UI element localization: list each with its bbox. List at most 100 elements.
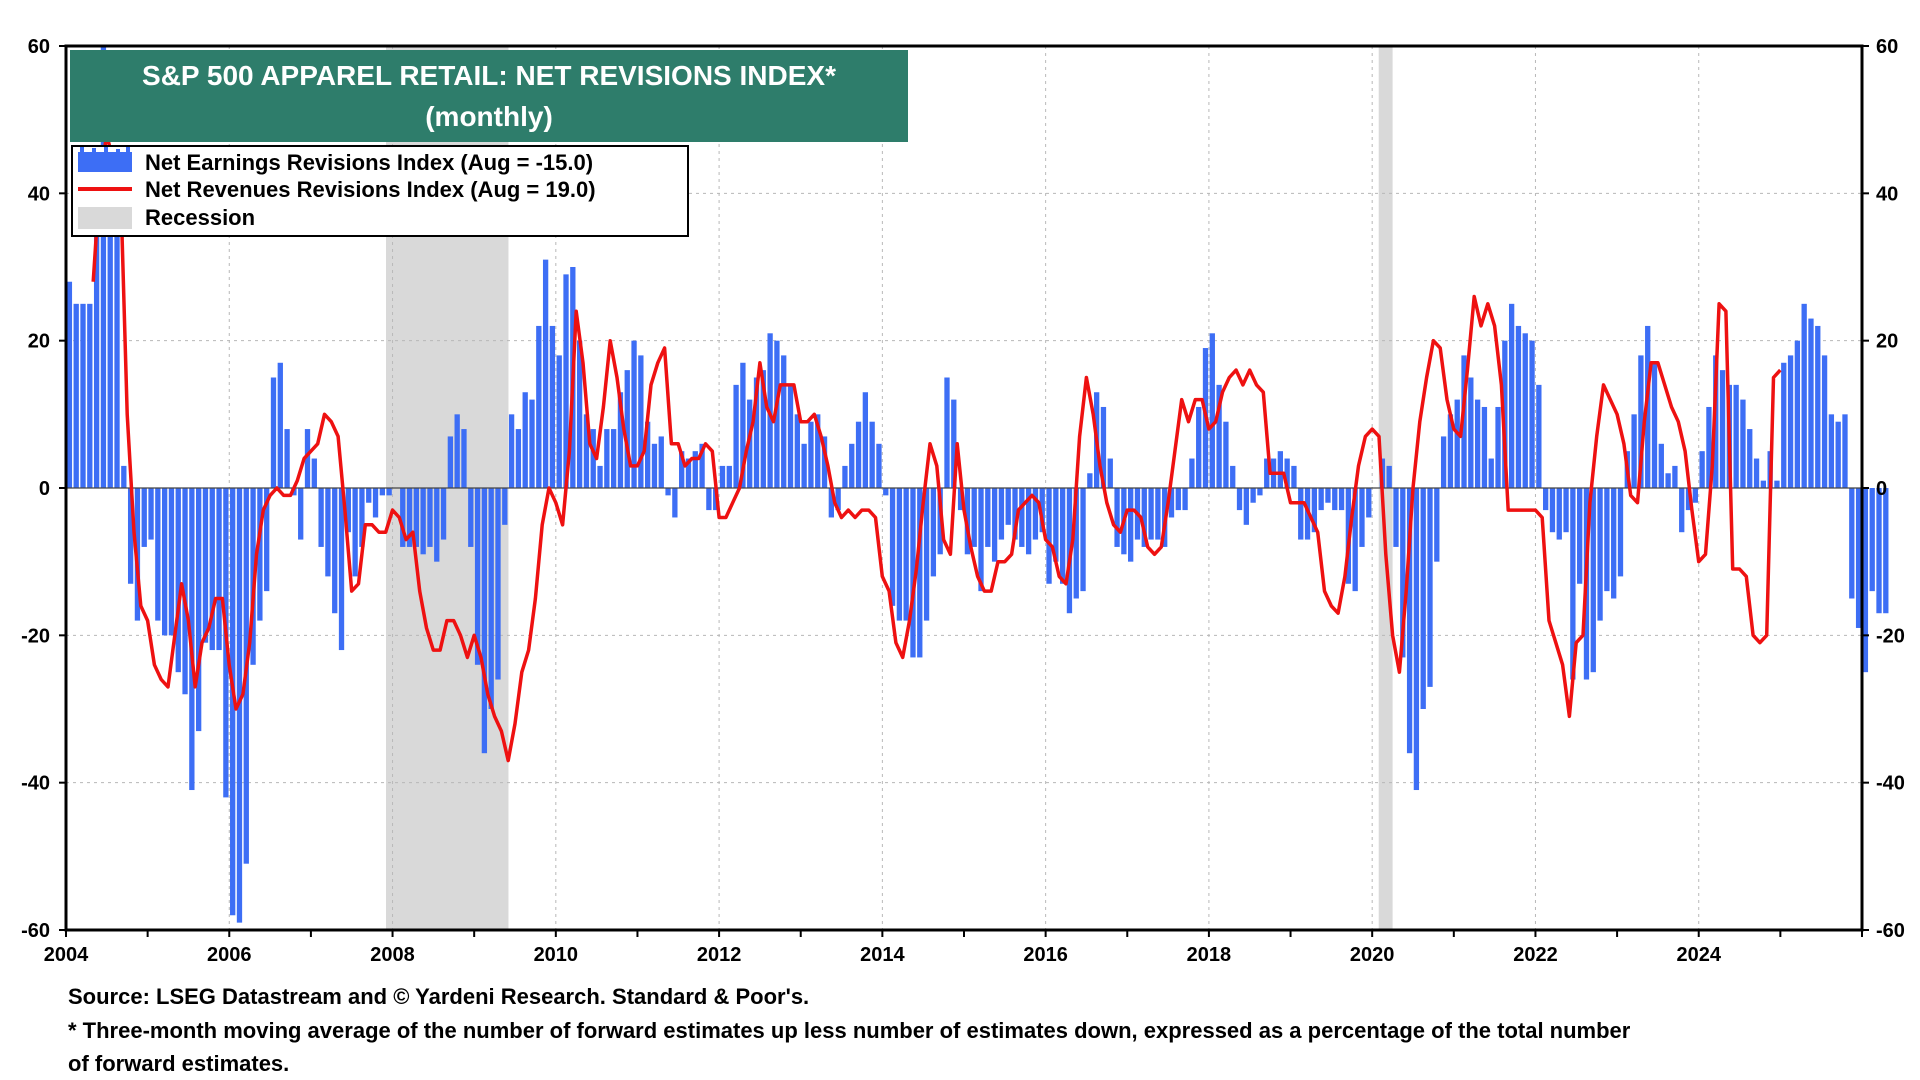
- x-tick-label: 2012: [697, 944, 742, 966]
- earnings-bar: [1250, 488, 1256, 503]
- earnings-bar: [1740, 399, 1746, 488]
- earnings-bar: [515, 429, 522, 488]
- earnings-bar: [1318, 488, 1324, 511]
- earnings-bar: [1808, 318, 1814, 488]
- earnings-bar: [760, 370, 766, 488]
- earnings-bar: [1672, 465, 1678, 488]
- earnings-bar: [1753, 458, 1760, 488]
- earnings-bar: [1352, 488, 1358, 592]
- earnings-bar: [590, 429, 596, 488]
- earnings-bar: [1529, 340, 1535, 488]
- earnings-bar: [529, 399, 535, 488]
- earnings-bar: [1774, 480, 1780, 488]
- earnings-bar: [406, 488, 413, 547]
- earnings-bar: [1617, 488, 1624, 577]
- earnings-bar: [957, 488, 964, 511]
- earnings-bar: [1495, 406, 1501, 488]
- earnings-bar: [808, 421, 814, 488]
- earnings-bar: [951, 399, 957, 488]
- earnings-bar: [1577, 488, 1583, 584]
- earnings-bar: [685, 458, 692, 488]
- earnings-bar: [474, 488, 481, 665]
- earnings-bar: [454, 414, 460, 488]
- earnings-bar: [508, 414, 515, 488]
- earnings-bar: [148, 488, 154, 540]
- earnings-bar: [1842, 414, 1848, 488]
- earnings-bar: [522, 392, 528, 488]
- earnings-bar: [1611, 488, 1617, 599]
- legend-recession-label: Recession: [145, 205, 255, 230]
- earnings-bar: [1277, 451, 1283, 488]
- earnings-bar: [1012, 488, 1018, 540]
- earnings-bar: [658, 436, 664, 488]
- earnings-bar: [706, 488, 712, 511]
- earnings-bar: [1699, 451, 1705, 488]
- earnings-bar: [1855, 488, 1862, 628]
- earnings-bar: [855, 421, 862, 488]
- earnings-bar: [1080, 488, 1086, 592]
- earnings-bar: [359, 488, 365, 547]
- earnings-bar: [1107, 458, 1113, 488]
- earnings-bar: [692, 451, 698, 488]
- earnings-bar: [1835, 421, 1841, 488]
- earnings-bar: [1325, 488, 1331, 503]
- earnings-bar: [1413, 488, 1420, 791]
- earnings-bar: [1427, 488, 1433, 687]
- earnings-bar: [488, 488, 494, 709]
- earnings-bar: [787, 384, 794, 488]
- earnings-bar: [1747, 429, 1753, 488]
- earnings-bar: [1386, 465, 1392, 488]
- earnings-bar: [1869, 488, 1875, 592]
- earnings-bar: [794, 414, 800, 488]
- earnings-bar: [781, 355, 787, 488]
- earnings-bar: [1821, 355, 1828, 488]
- earnings-bar: [985, 488, 991, 547]
- y-tick-label-left: 40: [28, 183, 50, 205]
- earnings-bar: [1597, 488, 1603, 621]
- earnings-bar: [1781, 362, 1787, 488]
- title-box: S&P 500 APPAREL RETAIL: NET REVISIONS IN…: [70, 50, 908, 142]
- earnings-bar: [1053, 488, 1059, 562]
- earnings-bar: [821, 436, 828, 488]
- earnings-bar: [917, 488, 923, 658]
- earnings-bar: [583, 414, 590, 488]
- earnings-bar: [1359, 488, 1365, 547]
- earnings-bar: [1563, 488, 1569, 533]
- earnings-bar: [665, 488, 671, 496]
- earnings-bar: [107, 156, 113, 488]
- earnings-bar: [1883, 488, 1889, 614]
- earnings-bar: [182, 488, 188, 695]
- earnings-bar: [1543, 488, 1549, 511]
- earnings-bar: [216, 488, 222, 651]
- earnings-bar: [379, 488, 385, 496]
- legend: Net Earnings Revisions Index (Aug = -15.…: [71, 145, 689, 237]
- x-tick-label: 2016: [1023, 944, 1068, 966]
- earnings-bar: [1849, 488, 1855, 599]
- earnings-bar: [672, 488, 678, 518]
- earnings-bar: [536, 325, 542, 488]
- earnings-bar: [155, 488, 161, 621]
- earnings-bar: [1168, 488, 1175, 518]
- earnings-bar: [1658, 443, 1664, 488]
- earnings-bar: [1216, 384, 1222, 488]
- earnings-bar: [304, 429, 311, 488]
- earnings-bar: [1284, 458, 1290, 488]
- y-tick-label-right: 20: [1876, 331, 1898, 353]
- earnings-bar: [1685, 488, 1692, 511]
- earnings-bar: [284, 429, 290, 488]
- earnings-bar: [1522, 333, 1528, 488]
- earnings-bar: [338, 488, 345, 651]
- earnings-bars: [66, 46, 1889, 923]
- x-tick-label: 2008: [370, 944, 415, 966]
- earnings-bar: [645, 421, 651, 488]
- earnings-bar: [1005, 488, 1011, 525]
- earnings-bar: [842, 465, 848, 488]
- earnings-bar: [1488, 458, 1494, 488]
- x-tick-label: 2020: [1350, 944, 1395, 966]
- earnings-bar: [889, 488, 896, 606]
- earnings-bar: [1025, 488, 1032, 555]
- y-tick-label-left: 0: [39, 478, 50, 500]
- earnings-bar: [869, 421, 875, 488]
- earnings-bar: [298, 488, 304, 540]
- earnings-bar: [556, 355, 562, 488]
